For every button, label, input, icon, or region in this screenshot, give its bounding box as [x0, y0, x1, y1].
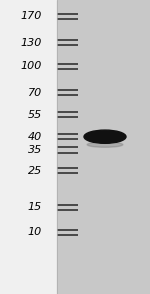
Text: 170: 170	[21, 11, 42, 21]
Ellipse shape	[84, 130, 126, 143]
Text: 35: 35	[28, 145, 42, 155]
Text: 130: 130	[21, 38, 42, 48]
Text: 40: 40	[28, 132, 42, 142]
Bar	[57, 0, 150, 294]
Text: 70: 70	[28, 88, 42, 98]
Bar	[0, 0, 57, 294]
Text: 25: 25	[28, 166, 42, 176]
Text: 55: 55	[28, 110, 42, 120]
Text: 100: 100	[21, 61, 42, 71]
Ellipse shape	[87, 142, 123, 147]
Text: 15: 15	[28, 202, 42, 212]
Text: 10: 10	[28, 227, 42, 237]
